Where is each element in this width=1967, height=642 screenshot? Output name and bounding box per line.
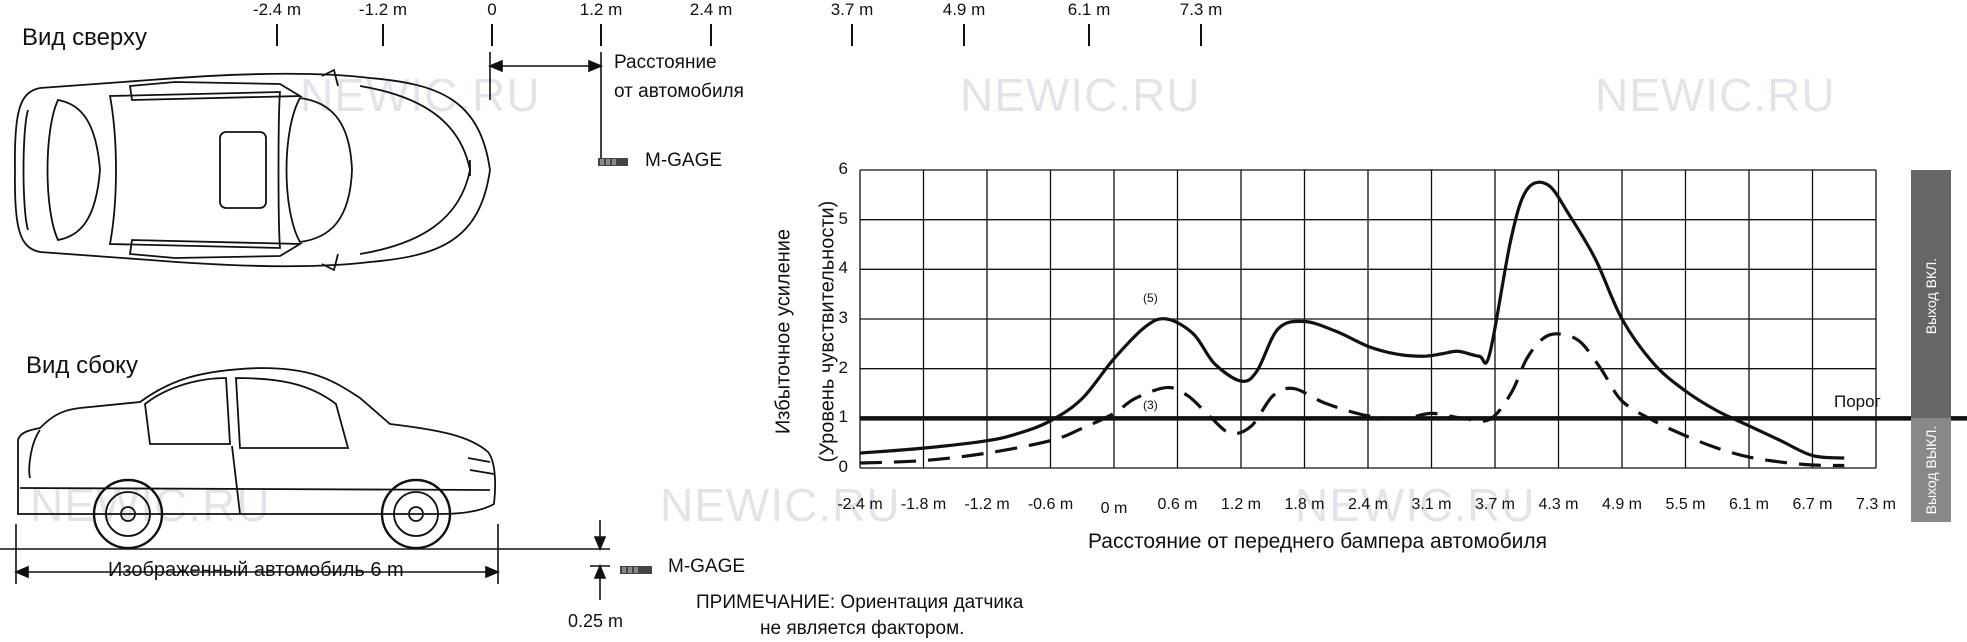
chart-x-tick-label: 4.3 m bbox=[1538, 496, 1579, 513]
chart-x-tick-label: 6.7 m bbox=[1792, 496, 1833, 513]
chart-x-tick-label: 3.1 m bbox=[1411, 496, 1452, 513]
series-3-line bbox=[859, 332, 1845, 468]
output-on-label: Выход ВКЛ. bbox=[1923, 257, 1939, 335]
chart-x-tick-label: 0.6 m bbox=[1157, 496, 1198, 513]
watermark: NEWIC.RU bbox=[960, 69, 1201, 121]
top-scale-label: 3.7 m bbox=[830, 0, 874, 19]
side-view-title: Вид сбоку bbox=[26, 352, 138, 379]
top-scale-label: -1.2 m bbox=[358, 0, 408, 19]
output-off-label: Выход ВЫКЛ. bbox=[1923, 425, 1939, 515]
chart-x-tick-label: 7.3 m bbox=[1855, 496, 1897, 513]
chart-y-axis-label: Избыточное усиление bbox=[772, 228, 795, 435]
side-sensor-icon bbox=[620, 566, 652, 574]
watermark: NEWIC.RU bbox=[660, 479, 901, 531]
top-scale-label: 1.2 m bbox=[579, 0, 623, 19]
top-sensor-icon bbox=[598, 158, 628, 166]
output-on-zone: Выход ВКЛ. bbox=[1911, 170, 1951, 418]
chart-x-tick-label: 6.1 m bbox=[1728, 496, 1770, 513]
chart-x-tick-label: 4.9 m bbox=[1601, 496, 1643, 513]
output-off-zone: Выход ВЫКЛ. bbox=[1911, 418, 1951, 522]
height-dimension bbox=[0, 520, 610, 600]
chart-x-tick-label: 0 m bbox=[1100, 500, 1128, 517]
top-scale-label: 7.3 m bbox=[1179, 0, 1223, 19]
chart-y-tick-label: 4 bbox=[838, 258, 848, 278]
watermark: NEWIC.RU bbox=[1595, 69, 1836, 121]
distance-label: Расстояние bbox=[614, 52, 717, 73]
excess-gain-chart bbox=[859, 169, 1967, 469]
car-top-view-icon bbox=[14, 68, 491, 272]
chart-x-tick-label: 1.8 m bbox=[1284, 496, 1325, 513]
distance-arrow bbox=[487, 52, 604, 160]
chart-x-axis-label: Расстояние от переднего бампера автомоби… bbox=[1088, 530, 1547, 553]
chart-y-tick-label: 0 bbox=[838, 457, 848, 476]
series-marker-label: (5) bbox=[1143, 291, 1158, 306]
chart-y-axis-label-2: (Уровень чувствительности) bbox=[816, 200, 839, 463]
car-length-dimension bbox=[13, 524, 501, 584]
chart-y-tick-label: 6 bbox=[838, 159, 848, 178]
chart-x-tick-label: -1.2 m bbox=[964, 496, 1010, 513]
top-view-title: Вид сверху bbox=[22, 24, 147, 51]
chart-y-tick-label: 1 bbox=[838, 407, 848, 427]
side-sensor-label: M-GAGE bbox=[668, 556, 746, 577]
note-line-2: не является фактором. bbox=[760, 618, 965, 639]
chart-x-tick-label: 5.5 m bbox=[1665, 496, 1706, 513]
top-scale-label: -2.4 m bbox=[252, 0, 302, 19]
watermark: NEWIC.RU bbox=[300, 69, 541, 121]
chart-x-tick-label: -1.8 m bbox=[900, 496, 947, 513]
chart-y-tick-label: 3 bbox=[838, 308, 848, 327]
series-5-line bbox=[859, 180, 1845, 460]
chart-x-tick-label: 3.7 m bbox=[1474, 496, 1516, 513]
note-line-1: ПРИМЕЧАНИЕ: Ориентация датчика bbox=[696, 592, 1024, 613]
chart-x-tick-label: -2.4 m bbox=[837, 496, 883, 513]
car-side-view-icon bbox=[17, 367, 496, 550]
distance-label-2: от автомобиля bbox=[614, 81, 744, 102]
top-scale-label: 0 bbox=[487, 0, 497, 19]
height-label: 0.25 m bbox=[568, 611, 624, 631]
top-scale-label: 4.9 m bbox=[942, 0, 986, 19]
car-length-label: Изображенный автомобиль 6 m bbox=[104, 559, 408, 582]
chart-y-tick-label: 5 bbox=[838, 208, 848, 228]
threshold-label: Порог bbox=[1834, 392, 1881, 411]
chart-y-tick-label: 2 bbox=[838, 357, 848, 377]
watermark: NEWIC.RU bbox=[1295, 479, 1536, 531]
chart-x-tick-label: 2.4 m bbox=[1347, 496, 1389, 513]
top-scale-label: 2.4 m bbox=[689, 0, 733, 19]
series-marker-label: (3) bbox=[1143, 397, 1158, 412]
top-scale-label: 6.1 m bbox=[1067, 0, 1111, 19]
chart-x-tick-label: 1.2 m bbox=[1220, 496, 1262, 513]
top-sensor-label: M-GAGE bbox=[645, 150, 723, 171]
chart-x-tick-label: -0.6 m bbox=[1027, 496, 1074, 513]
